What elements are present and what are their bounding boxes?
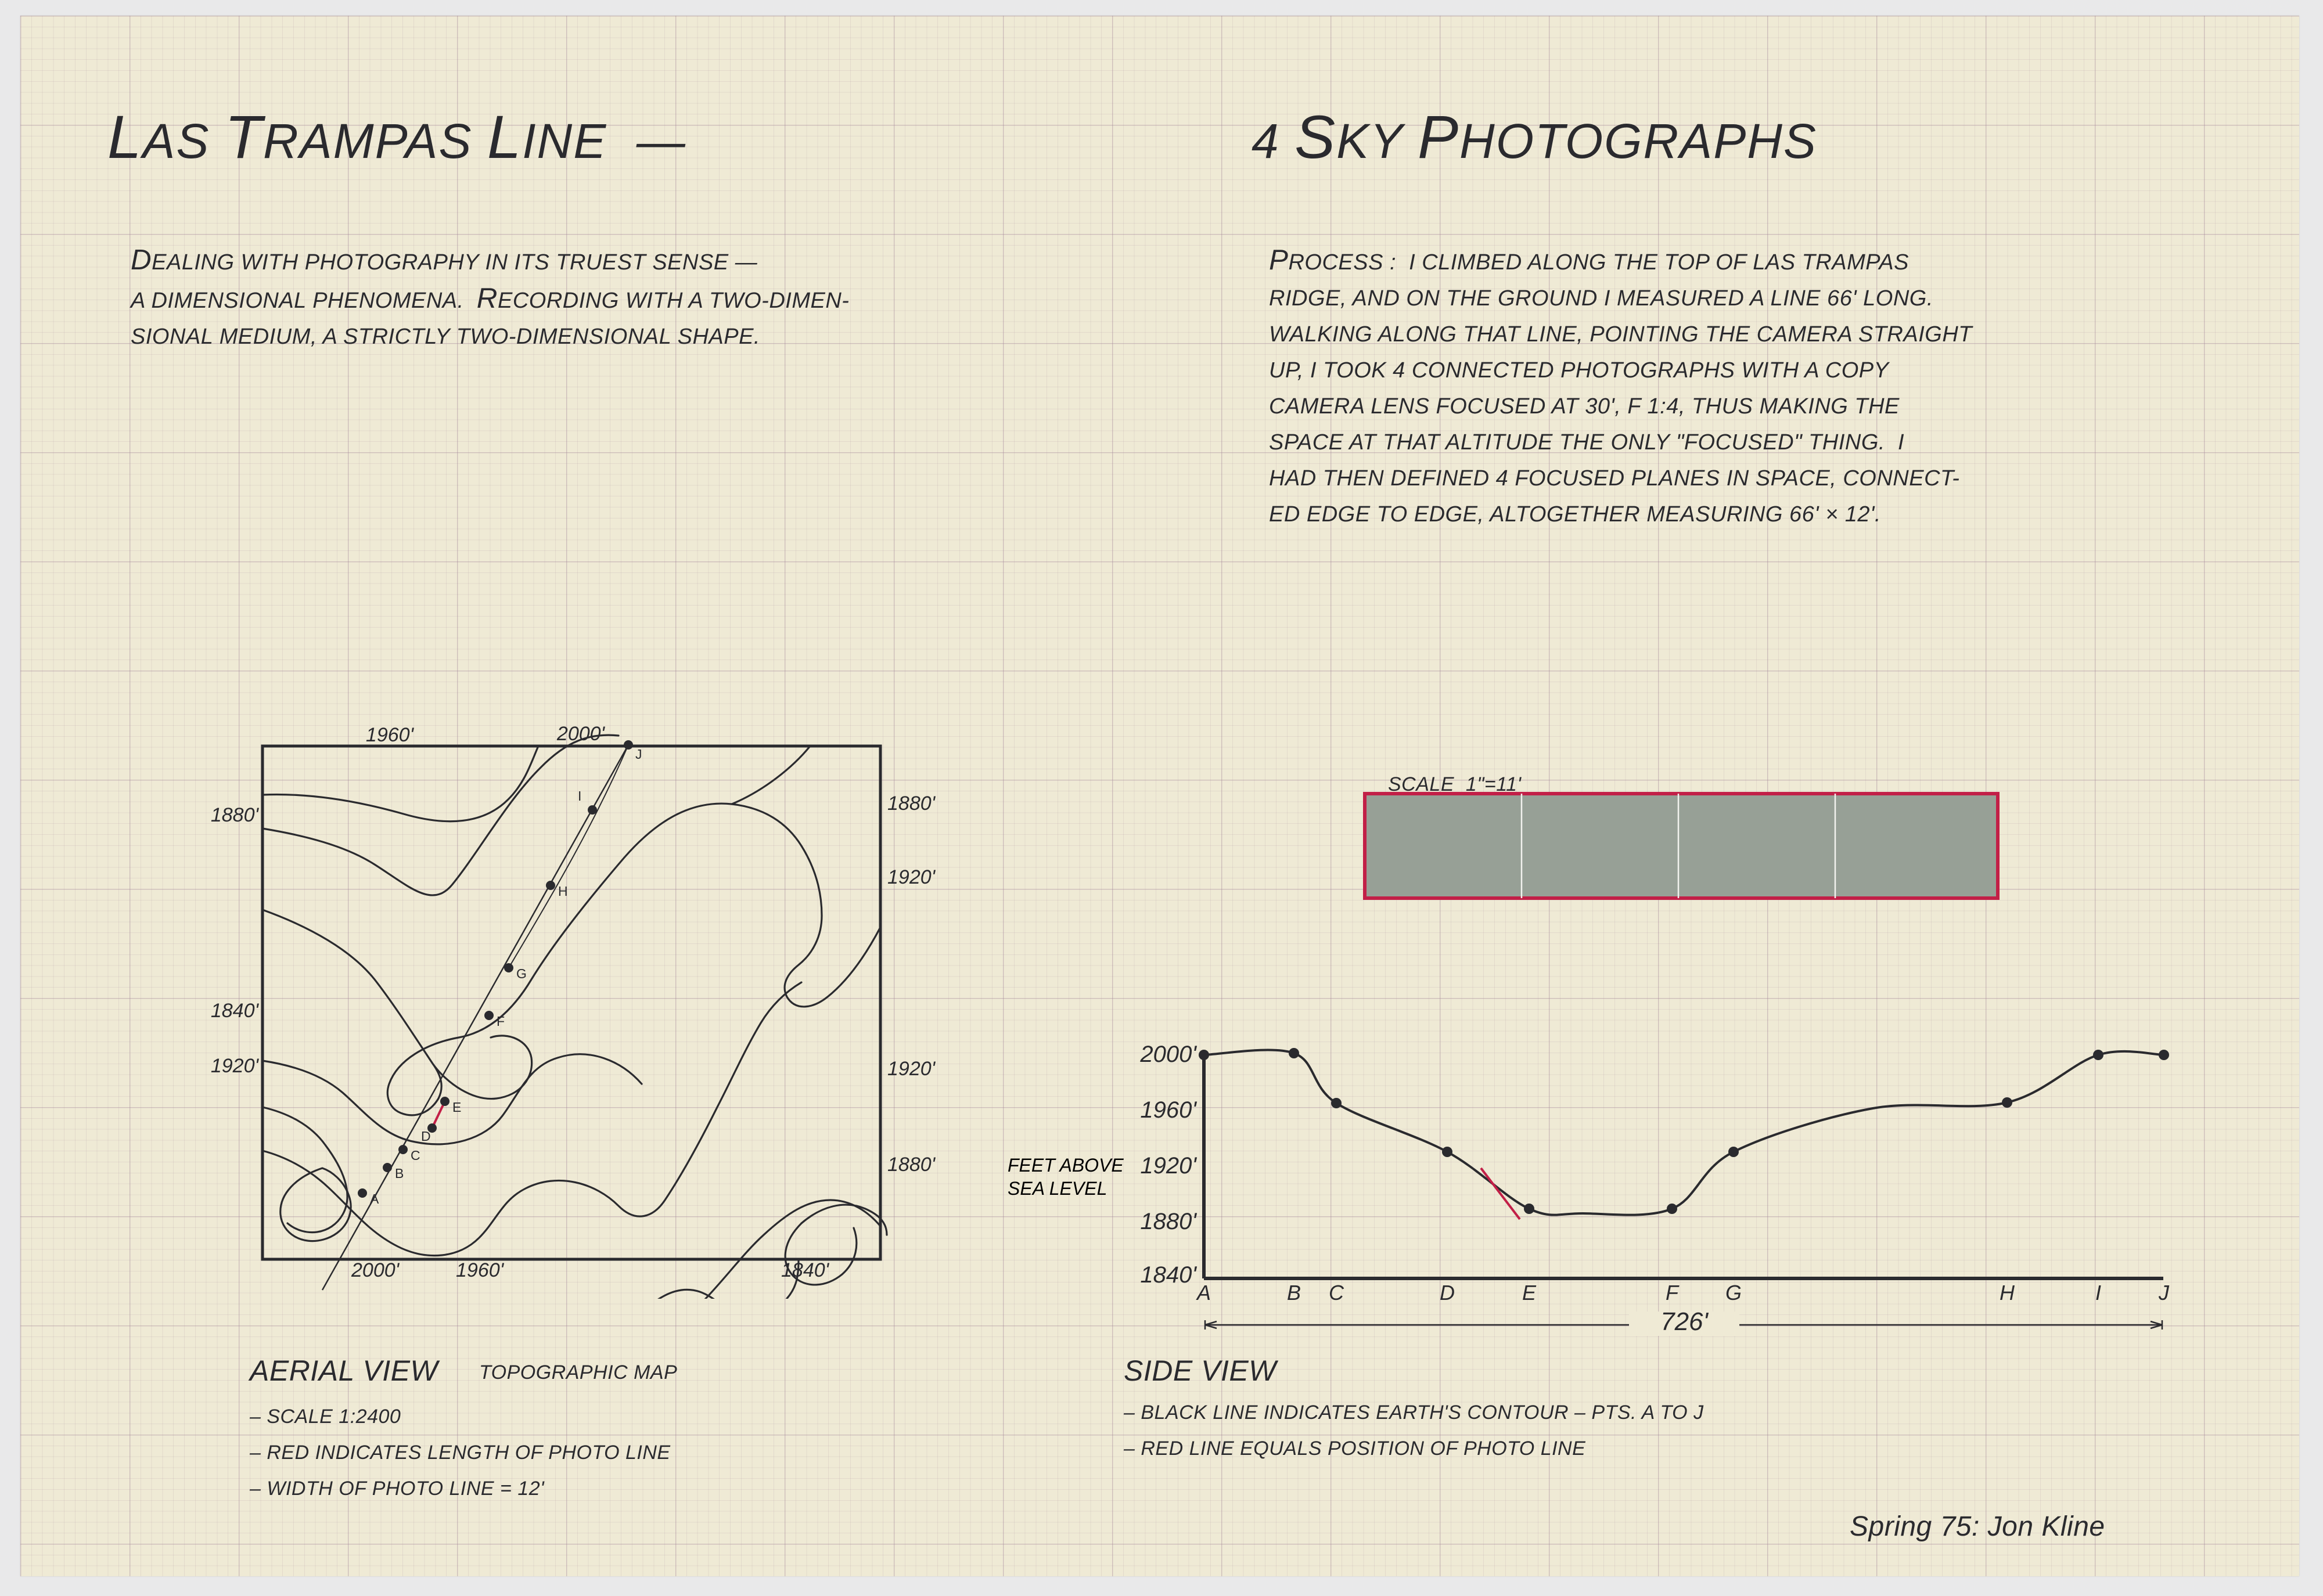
- svg-text:1840': 1840': [211, 1000, 260, 1022]
- svg-text:A: A: [370, 1191, 379, 1206]
- svg-text:G: G: [516, 966, 527, 981]
- svg-text:1880': 1880': [211, 804, 260, 826]
- svg-text:I: I: [2095, 1281, 2101, 1305]
- svg-text:1840': 1840': [781, 1259, 830, 1281]
- svg-text:2000': 2000': [1139, 1042, 1197, 1067]
- svg-text:B: B: [395, 1166, 404, 1181]
- svg-text:1920': 1920': [887, 1058, 936, 1080]
- svg-text:1960': 1960': [456, 1259, 505, 1281]
- svg-text:C: C: [411, 1148, 420, 1163]
- svg-text:J: J: [2158, 1281, 2170, 1305]
- svg-text:D: D: [421, 1129, 431, 1144]
- svg-text:I: I: [578, 788, 581, 804]
- svg-text:1880': 1880': [1140, 1209, 1197, 1234]
- svg-text:1920': 1920': [211, 1055, 260, 1077]
- svg-text:1920': 1920': [887, 866, 936, 888]
- svg-text:H: H: [558, 884, 568, 899]
- svg-text:B: B: [1287, 1281, 1301, 1305]
- svg-text:J: J: [635, 747, 642, 762]
- svg-text:2000': 2000': [351, 1259, 400, 1281]
- svg-text:1880': 1880': [887, 1154, 936, 1176]
- svg-text:2000': 2000': [556, 723, 606, 745]
- svg-text:G: G: [1725, 1281, 1742, 1305]
- svg-text:F: F: [1666, 1281, 1680, 1305]
- svg-text:1840': 1840': [1140, 1262, 1197, 1288]
- svg-text:1960': 1960': [1140, 1097, 1197, 1123]
- svg-text:F: F: [497, 1014, 505, 1029]
- svg-text:E: E: [452, 1100, 461, 1115]
- svg-text:726': 726': [1660, 1307, 1709, 1336]
- svg-text:C: C: [1329, 1281, 1344, 1305]
- svg-text:E: E: [1522, 1281, 1537, 1305]
- svg-text:A: A: [1196, 1281, 1211, 1305]
- svg-text:D: D: [1440, 1281, 1455, 1305]
- svg-text:H: H: [2000, 1281, 2015, 1305]
- svg-text:1880': 1880': [887, 792, 936, 815]
- svg-text:1920': 1920': [1140, 1153, 1197, 1179]
- svg-text:1960': 1960': [366, 724, 415, 746]
